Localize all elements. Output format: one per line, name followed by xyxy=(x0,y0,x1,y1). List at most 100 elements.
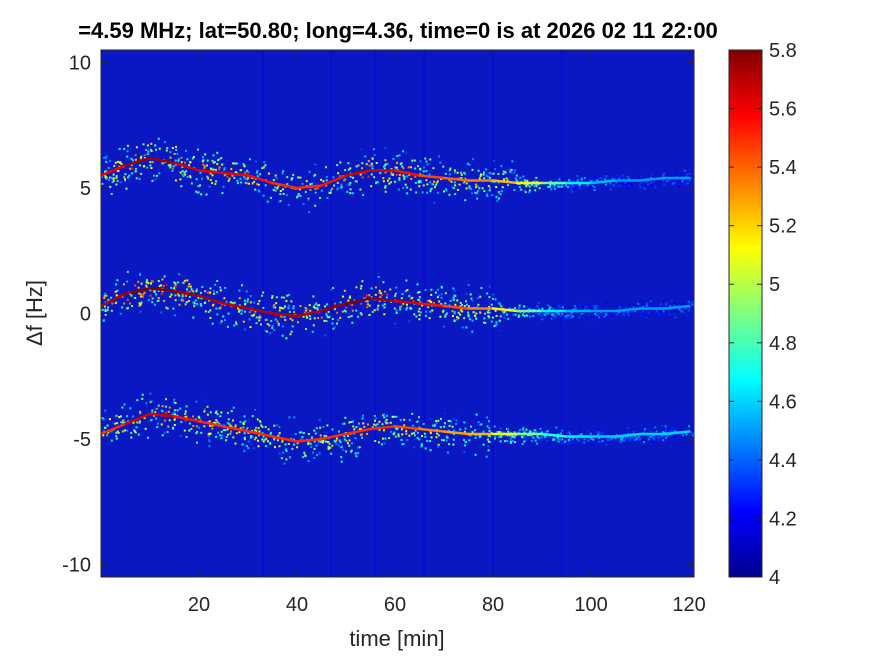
trace-speckle xyxy=(227,312,230,315)
trace-speckle xyxy=(261,426,264,429)
trace-speckle xyxy=(303,451,306,454)
trace-speckle xyxy=(378,420,381,423)
trace-speckle xyxy=(383,313,386,316)
trace-speckle xyxy=(411,432,414,435)
trace-speckle xyxy=(649,430,652,433)
trace-speckle xyxy=(244,303,247,306)
trace-speckle xyxy=(211,322,214,325)
trace-speckle xyxy=(132,159,135,162)
trace-speckle xyxy=(310,436,313,439)
trace-speckle xyxy=(246,178,249,181)
trace-speckle xyxy=(476,190,479,193)
trace-speckle xyxy=(383,165,386,168)
trace-speckle xyxy=(398,173,401,176)
trace-speckle xyxy=(434,291,437,294)
trace-speckle xyxy=(260,424,263,427)
trace-speckle xyxy=(105,155,108,158)
trace-speckle xyxy=(453,169,456,172)
trace-speckle xyxy=(477,169,480,172)
trace-speckle xyxy=(406,306,409,309)
trace-speckle xyxy=(145,281,148,284)
trace-speckle xyxy=(385,414,388,417)
trace-speckle xyxy=(307,442,310,445)
trace-speckle xyxy=(637,302,640,305)
trace-speckle xyxy=(114,161,117,164)
trace-speckle xyxy=(488,427,491,430)
trace-speckle xyxy=(539,312,542,315)
trace-speckle xyxy=(639,305,642,308)
trace-speckle xyxy=(244,177,247,180)
trace-speckle xyxy=(361,162,364,165)
trace-speckle xyxy=(550,185,553,188)
trace-speckle xyxy=(615,181,618,184)
trace-speckle xyxy=(571,190,574,193)
trace-speckle xyxy=(154,411,157,414)
trace-speckle xyxy=(326,316,329,319)
trace-speckle xyxy=(558,178,561,181)
trace-speckle xyxy=(384,186,387,189)
trace-speckle xyxy=(632,430,635,433)
trace-speckle xyxy=(591,184,594,187)
trace-speckle xyxy=(649,174,652,177)
trace-speckle xyxy=(494,435,497,438)
trace-speckle xyxy=(351,192,354,195)
trace-speckle xyxy=(187,300,190,303)
trace-speckle xyxy=(674,178,677,181)
trace-speckle xyxy=(256,183,259,186)
trace-speckle xyxy=(349,167,352,170)
trace-speckle xyxy=(292,173,295,176)
trace-speckle xyxy=(185,170,188,173)
trace-speckle xyxy=(102,319,105,322)
trace-speckle xyxy=(345,439,348,442)
trace-speckle xyxy=(232,419,235,422)
trace-speckle xyxy=(546,430,549,433)
trace-speckle xyxy=(416,420,419,423)
trace-speckle xyxy=(567,186,570,189)
trace-speckle xyxy=(640,175,643,178)
trace-speckle xyxy=(426,183,429,186)
trace-speckle xyxy=(604,312,607,315)
trace-speckle xyxy=(682,302,685,305)
trace-speckle xyxy=(521,436,524,439)
y-axis-label: Δf [Hz] xyxy=(22,280,47,346)
trace-speckle xyxy=(436,191,439,194)
trace-speckle xyxy=(274,189,277,192)
trace-speckle xyxy=(391,415,394,418)
trace-speckle xyxy=(356,446,359,449)
trace-speckle xyxy=(399,163,402,166)
trace-speckle xyxy=(147,144,150,147)
trace-speckle xyxy=(150,148,153,151)
trace-speckle xyxy=(197,191,200,194)
trace-speckle xyxy=(119,181,122,184)
trace-speckle xyxy=(104,292,107,295)
trace-speckle xyxy=(312,324,315,327)
trace-speckle xyxy=(383,429,386,432)
trace-speckle xyxy=(138,177,141,180)
trace-speckle xyxy=(453,432,456,435)
trace-speckle xyxy=(134,431,137,434)
trace-speckle xyxy=(220,157,223,160)
x-axis: 20 40 60 80 100 120 xyxy=(188,50,706,616)
trace-speckle xyxy=(204,290,207,293)
trace-speckle xyxy=(624,435,627,438)
trace-speckle xyxy=(135,426,138,429)
trace-speckle xyxy=(337,172,340,175)
trace-speckle xyxy=(261,438,264,441)
trace-speckle xyxy=(464,444,467,447)
trace-speckle xyxy=(464,427,467,430)
trace-speckle xyxy=(439,426,442,429)
trace-speckle xyxy=(368,294,371,297)
trace-segment xyxy=(124,412,152,426)
trace-speckle xyxy=(658,305,661,308)
trace-speckle xyxy=(194,299,197,302)
trace-speckle xyxy=(246,300,249,303)
trace-speckle xyxy=(360,285,363,288)
trace-speckle xyxy=(197,185,200,188)
trace-speckle xyxy=(209,432,212,435)
trace-speckle xyxy=(164,398,167,401)
trace-speckle xyxy=(482,173,485,176)
trace-speckle xyxy=(514,313,517,316)
trace-speckle xyxy=(664,436,667,439)
trace-speckle xyxy=(681,183,684,186)
trace-speckle xyxy=(152,280,155,283)
